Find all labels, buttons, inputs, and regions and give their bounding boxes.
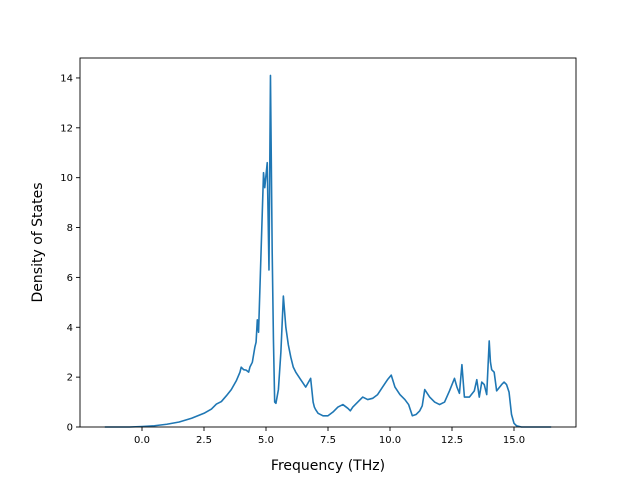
- x-axis-label: Frequency (THz): [271, 458, 385, 474]
- dos-series-line: [104, 74, 552, 428]
- y-tick-label: 6: [67, 273, 73, 284]
- y-tick-label: 14: [60, 73, 73, 84]
- plot-area: [80, 58, 576, 427]
- y-axis-label: Density of States: [30, 183, 46, 303]
- y-tick-label: 12: [60, 123, 73, 134]
- y-tick-label: 10: [60, 173, 73, 184]
- x-tick-label: 5.0: [258, 435, 274, 446]
- y-tick-label: 4: [67, 323, 73, 334]
- x-tick-label: 15.0: [503, 435, 525, 446]
- x-tick-label: 0.0: [134, 435, 150, 446]
- y-axis-ticks: 0 2 4 6 8 10 12 14: [60, 73, 80, 434]
- x-tick-label: 10.0: [379, 435, 401, 446]
- y-tick-label: 0: [67, 423, 73, 434]
- x-tick-label: 2.5: [196, 435, 212, 446]
- x-tick-label: 12.5: [441, 435, 463, 446]
- x-axis-ticks: 0.0 2.5 5.0 7.5 10.0 12.5 15.0: [134, 427, 525, 446]
- plot-frame: [79, 57, 577, 428]
- x-tick-label: 7.5: [320, 435, 336, 446]
- y-tick-label: 8: [67, 223, 73, 234]
- y-tick-label: 2: [67, 373, 73, 384]
